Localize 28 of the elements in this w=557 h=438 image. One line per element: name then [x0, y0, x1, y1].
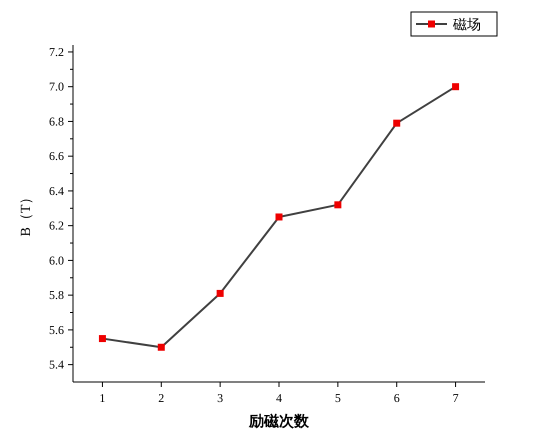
- y-tick-label: 7.2: [49, 44, 64, 59]
- legend: 磁场: [410, 12, 498, 36]
- point: [158, 344, 165, 351]
- y-axis-title: B（T）: [19, 190, 34, 236]
- point: [393, 120, 400, 127]
- y-tick-label: 5.6: [49, 322, 64, 337]
- y-tick-label: 6.6: [49, 149, 64, 164]
- point: [216, 290, 224, 297]
- point: [452, 83, 460, 90]
- point: [334, 201, 342, 208]
- point: [276, 213, 282, 220]
- y-tick-label: 6.0: [49, 253, 64, 268]
- x-tick-label: 3: [217, 391, 224, 405]
- y-tick-label: 5.8: [49, 288, 64, 302]
- y-tick-label: 5.4: [49, 358, 64, 372]
- y-tick-label: 6.4: [49, 184, 64, 198]
- x-tick-label: 1: [99, 391, 106, 405]
- x-tick-label: 4: [276, 391, 282, 405]
- x-tick-label: 5: [334, 391, 341, 405]
- y-tick-label: 7.0: [49, 80, 64, 94]
- y-tick-label: 6.2: [49, 218, 64, 233]
- y-tick-label: 6.8: [49, 114, 64, 128]
- x-tick-label: 7: [452, 391, 459, 405]
- x-tick-label: 6: [394, 391, 400, 405]
- point: [98, 335, 106, 342]
- x-axis-title: 励磁次数: [248, 413, 310, 430]
- x-tick-label: 2: [158, 391, 164, 405]
- legend-label: 磁场: [452, 17, 481, 33]
